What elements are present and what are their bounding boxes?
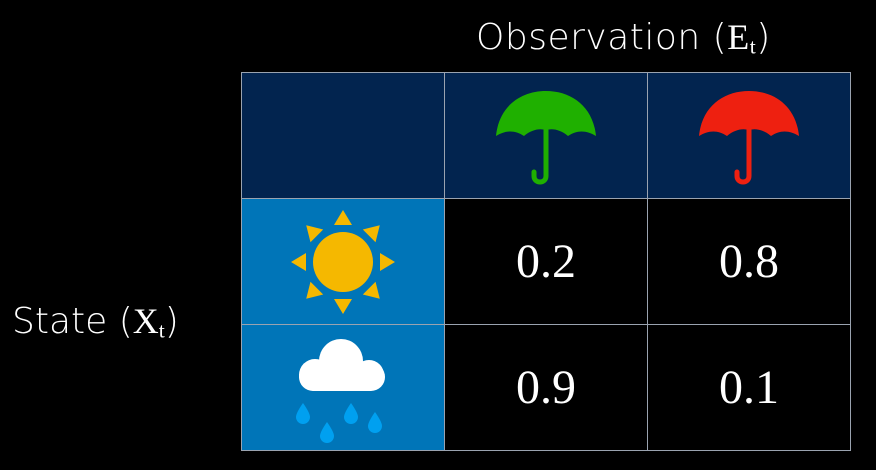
umbrella-icon — [699, 90, 799, 184]
probability-cell: 0.1 — [647, 324, 851, 451]
probability-cell: 0.2 — [444, 198, 648, 325]
rain-cloud-icon — [296, 338, 385, 443]
table-row-sun: 0.2 0.8 — [241, 198, 851, 325]
observation-symbol: Et — [727, 17, 757, 59]
sun-icon — [291, 209, 395, 314]
probability-cell: 0.9 — [444, 324, 648, 451]
observation-text: Observation — [476, 17, 701, 58]
corner-cell — [241, 72, 445, 199]
sensor-model-table: 0.2 0.8 0.9 0.1 — [241, 72, 851, 451]
umbrella-icon — [496, 90, 596, 184]
table-row-rain: 0.9 0.1 — [241, 324, 851, 451]
header-row — [241, 72, 851, 199]
row-header-sun — [241, 198, 445, 325]
probability-cell: 0.8 — [647, 198, 851, 325]
state-label: State (Xt) — [12, 301, 179, 343]
state-symbol: Xt — [132, 301, 165, 343]
observation-label: Observation (Et) — [476, 17, 771, 59]
column-header-umbrella-red — [647, 72, 851, 199]
row-header-rain — [241, 324, 445, 451]
column-header-umbrella-green — [444, 72, 648, 199]
state-text: State — [12, 301, 108, 342]
